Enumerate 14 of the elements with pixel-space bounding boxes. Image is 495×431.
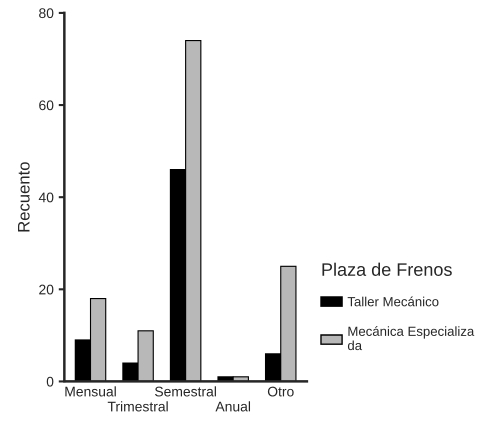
x-tick-label: Trimestral bbox=[108, 401, 168, 412]
x-tick-label: Semestral bbox=[155, 386, 216, 396]
y-tick-label: 80 bbox=[39, 8, 54, 18]
y-tick-label: 60 bbox=[39, 100, 54, 110]
y-tick-label: 0 bbox=[46, 376, 54, 387]
x-tick-label: Mensual bbox=[65, 386, 116, 396]
y-tick-label: 20 bbox=[39, 284, 54, 294]
y-tick-label: 40 bbox=[38, 192, 54, 202]
y-axis-title: Recuento bbox=[18, 162, 30, 232]
legend-label: Taller Mecánico bbox=[348, 296, 438, 306]
legend-title: Plaza de Frenos bbox=[322, 262, 452, 276]
x-tick-label: Otro bbox=[268, 386, 294, 396]
x-tick-label: Anual bbox=[215, 401, 250, 412]
legend-label: Mecánica Especializa da bbox=[348, 326, 474, 350]
